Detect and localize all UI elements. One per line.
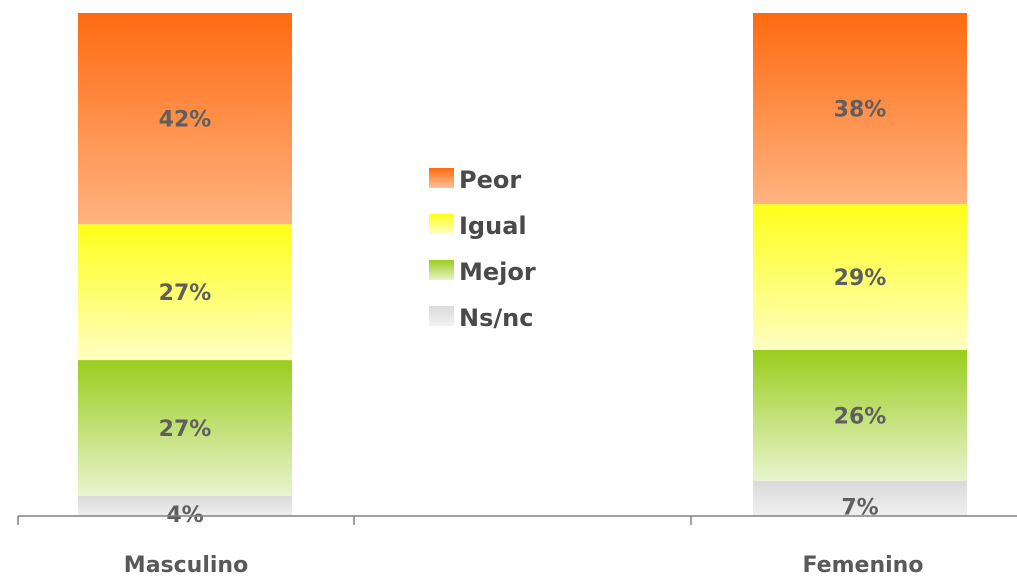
data-label-femenino-mejor: 26% (834, 404, 887, 429)
bar-masculino-ns-nc (78, 495, 292, 516)
bar-masculino-peor (78, 13, 292, 225)
data-label-masculino-mejor: 27% (159, 417, 212, 442)
data-label-masculino-peor: 42% (159, 108, 212, 133)
bar-femenino-ns-nc (753, 480, 967, 516)
legend-label-peor: Peor (459, 166, 521, 194)
legend-swatch-mejor (429, 260, 454, 280)
x-axis: Masculino Femenino (17, 515, 1017, 576)
legend-swatch-igual (429, 214, 454, 234)
x-tick-label-masculino: Masculino (124, 553, 248, 576)
legend-label-mejor: Mejor (459, 258, 536, 286)
legend-label-ns-nc: Ns/nc (459, 304, 533, 332)
bar-femenino-mejor (753, 350, 967, 481)
data-label-femenino-igual: 29% (834, 266, 887, 291)
bars-layer: 4%27%27%42%7%26%29%38% (78, 13, 967, 528)
legend-label-igual: Igual (459, 212, 527, 240)
x-tick-label-femenino: Femenino (803, 553, 924, 576)
bar-femenino-peor (753, 13, 967, 205)
legend: Peor Igual Mejor Ns/nc (429, 166, 536, 332)
bar-masculino-mejor (78, 360, 292, 496)
data-label-femenino-peor: 38% (834, 98, 887, 123)
bar-femenino-igual (753, 204, 967, 351)
legend-swatch-peor (429, 168, 454, 188)
bar-masculino-igual (78, 224, 292, 361)
legend-swatch-ns-nc (429, 306, 454, 326)
data-label-masculino-igual: 27% (159, 281, 212, 306)
